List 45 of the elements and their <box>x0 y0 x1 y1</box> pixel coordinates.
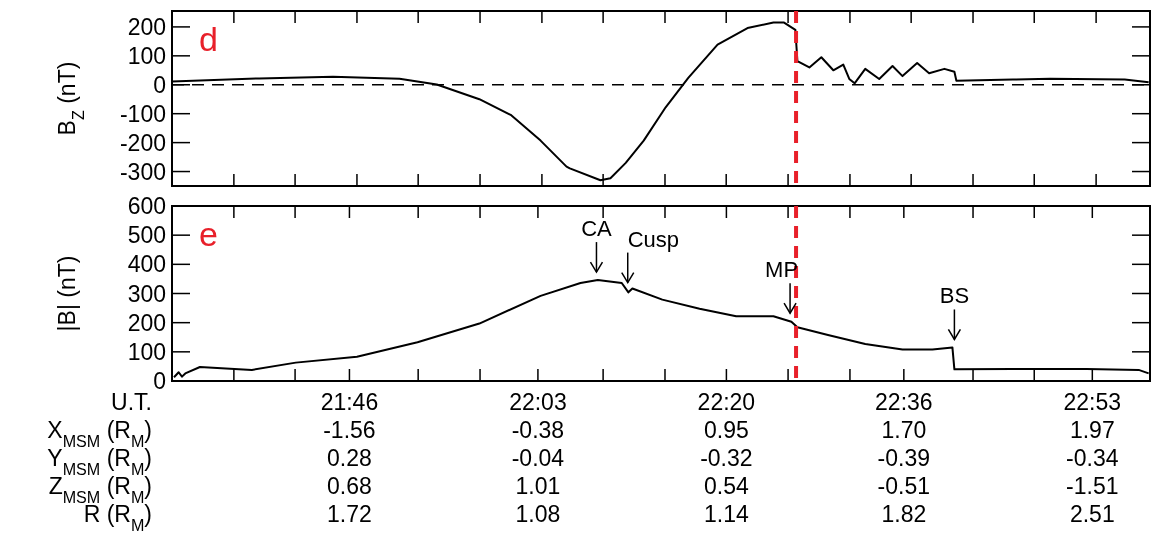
text: 1.97 <box>1069 417 1115 443</box>
text: 1.70 <box>881 417 927 443</box>
text: U.T. <box>111 389 152 415</box>
text: 1.01 <box>515 473 561 499</box>
text: -0.51 <box>877 473 931 499</box>
y-tick-label: 0 <box>153 368 166 395</box>
y-tick-label: 200 <box>127 13 166 40</box>
x-tick-label: 22:36 <box>875 389 933 415</box>
y-tick-label: -300 <box>119 158 166 185</box>
text: -0.34 <box>1066 445 1119 471</box>
y-axis-title: |B| (nT) <box>54 255 80 332</box>
text: -1.51 <box>1066 473 1119 499</box>
y-tick-label: 0 <box>153 71 166 98</box>
text: -0.04 <box>511 445 565 471</box>
text: -0.32 <box>700 445 753 471</box>
y-tick-label: 200 <box>127 309 166 336</box>
annotation: BS <box>939 283 970 309</box>
text: 1.72 <box>327 501 372 527</box>
text: 1.82 <box>881 501 927 527</box>
text: 0.68 <box>327 473 372 499</box>
annotation: Cusp <box>627 226 680 252</box>
chart-title: e <box>199 215 218 253</box>
x-tick-label: 22:53 <box>1063 389 1122 415</box>
text: 0.95 <box>704 417 749 443</box>
x-tick-label: 22:03 <box>509 389 567 415</box>
text: 0.28 <box>327 445 372 471</box>
chart-title: d <box>199 20 218 58</box>
y-tick-label: 300 <box>127 280 166 307</box>
text: -0.39 <box>877 445 931 471</box>
text: -0.38 <box>511 417 565 443</box>
y-tick-label: 600 <box>127 193 166 220</box>
y-tick-label: 400 <box>127 251 166 278</box>
y-tick-label: -100 <box>119 100 166 127</box>
y-tick-label: 100 <box>127 42 166 69</box>
x-tick-label: 22:20 <box>697 389 756 415</box>
y-tick-label: -200 <box>119 129 166 156</box>
text: -1.56 <box>323 417 376 443</box>
text: 1.08 <box>515 501 561 527</box>
x-tick-label: 21:46 <box>320 389 379 415</box>
y-tick-label: 100 <box>127 338 166 365</box>
text: 0.54 <box>704 473 749 499</box>
text: 2.51 <box>1069 501 1115 527</box>
annotation: CA <box>581 216 613 242</box>
text: 1.14 <box>704 501 749 527</box>
y-tick-label: 500 <box>127 222 166 249</box>
